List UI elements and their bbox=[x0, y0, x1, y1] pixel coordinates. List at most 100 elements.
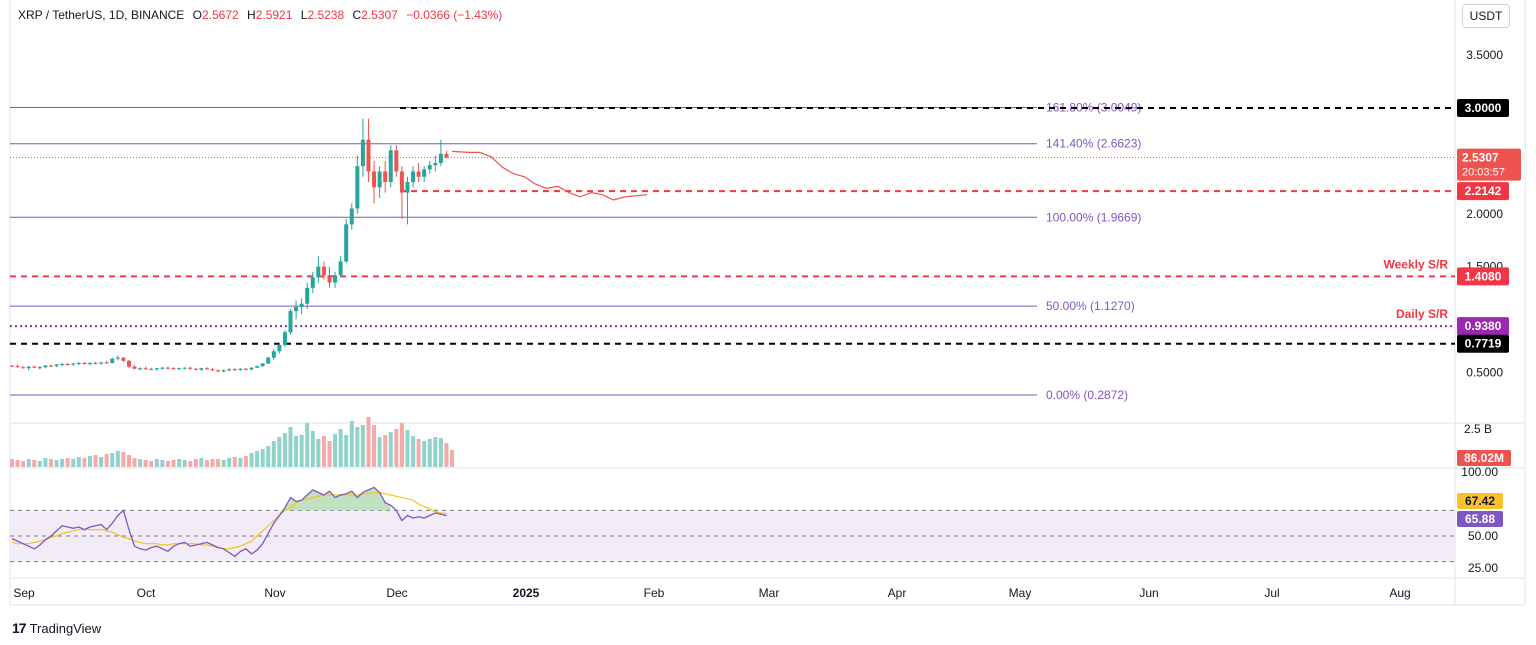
volume-bar bbox=[99, 457, 104, 467]
candle-body bbox=[277, 344, 282, 352]
sr-level-badge-label: 2.2142 bbox=[1465, 184, 1502, 198]
high-label: H bbox=[247, 8, 256, 22]
candle-body bbox=[115, 357, 120, 359]
candle-body bbox=[377, 171, 382, 188]
volume-bar bbox=[377, 437, 382, 467]
volume-bar bbox=[438, 438, 443, 467]
volume-bar bbox=[15, 460, 20, 467]
volume-bar bbox=[149, 461, 154, 467]
candle-body bbox=[43, 365, 48, 368]
candle-body bbox=[416, 171, 421, 177]
candle-body bbox=[121, 357, 126, 361]
volume-bar bbox=[349, 421, 354, 467]
volume-bar bbox=[282, 433, 287, 467]
candle-body bbox=[60, 364, 65, 366]
volume-bar bbox=[294, 436, 299, 467]
candle-body bbox=[171, 368, 176, 370]
x-tick-label: Oct bbox=[137, 586, 156, 600]
countdown-label: 20:03:57 bbox=[1462, 167, 1505, 179]
candle-body bbox=[321, 266, 326, 276]
sr-level-badge bbox=[1457, 182, 1509, 201]
candle-body bbox=[210, 369, 215, 371]
volume-bar bbox=[255, 451, 260, 467]
rsi-tick-label: 100.00 bbox=[1461, 465, 1498, 479]
low-label: L bbox=[300, 8, 308, 22]
candle-body bbox=[110, 358, 115, 363]
volume-bar bbox=[199, 458, 204, 467]
volume-bar bbox=[82, 458, 87, 467]
candle-body bbox=[138, 368, 143, 370]
candle-body bbox=[255, 366, 260, 368]
volume-badge-label: 86.02M bbox=[1464, 451, 1504, 465]
volume-bar bbox=[266, 446, 271, 467]
volume-bar bbox=[138, 459, 143, 467]
candle-body bbox=[411, 171, 416, 183]
candle-body bbox=[10, 365, 14, 367]
rsi-ma-badge bbox=[1457, 493, 1503, 509]
candle-body bbox=[21, 367, 26, 369]
candle-body bbox=[422, 169, 427, 177]
candle-body bbox=[288, 311, 293, 333]
rsi-tick-label: 50.00 bbox=[1468, 529, 1498, 543]
candle-body bbox=[383, 171, 388, 183]
volume-bar bbox=[299, 435, 304, 467]
candle-body bbox=[238, 368, 243, 370]
rsi-tick-label: 25.00 bbox=[1468, 561, 1498, 575]
volume-bar bbox=[360, 425, 365, 467]
volume-bar bbox=[126, 455, 131, 467]
candle-body bbox=[405, 182, 410, 193]
candle-body bbox=[193, 368, 198, 370]
rsi-badge bbox=[1457, 511, 1503, 527]
candle-body bbox=[177, 368, 182, 370]
volume-bar bbox=[43, 458, 48, 467]
volume-bar bbox=[450, 450, 455, 467]
candle-body bbox=[232, 369, 237, 371]
sr-level-badge bbox=[1457, 267, 1509, 286]
low-value: 2.5238 bbox=[307, 8, 345, 22]
volume-bar bbox=[32, 460, 37, 467]
candle-body bbox=[216, 370, 221, 372]
candle-body bbox=[433, 163, 438, 166]
volume-bar bbox=[277, 437, 282, 467]
volume-bar bbox=[76, 457, 81, 467]
rsi-line bbox=[11, 486, 447, 558]
volume-bar bbox=[93, 455, 98, 467]
x-tick-label: Apr bbox=[888, 586, 907, 600]
volume-bar bbox=[21, 461, 26, 467]
candle-body bbox=[399, 171, 404, 193]
rsi-badge-label: 65.88 bbox=[1465, 512, 1495, 526]
volume-bar bbox=[232, 457, 237, 467]
candle-body bbox=[71, 363, 76, 365]
sr-level-text: Daily S/R bbox=[1396, 307, 1448, 321]
volume-badge bbox=[1457, 450, 1511, 466]
currency-button[interactable]: USDT bbox=[1462, 4, 1510, 28]
candle-body bbox=[344, 224, 349, 262]
sr-level-badge-label: 0.7719 bbox=[1465, 337, 1502, 351]
candle-body bbox=[132, 366, 137, 369]
candle-body bbox=[37, 367, 42, 369]
volume-bar bbox=[260, 449, 265, 467]
volume-bar bbox=[411, 436, 416, 467]
sr-level-text: Weekly S/R bbox=[1384, 257, 1449, 271]
volume-bar bbox=[188, 461, 193, 467]
candle-body bbox=[149, 368, 154, 370]
volume-bar bbox=[210, 459, 215, 467]
volume-bar bbox=[227, 458, 232, 467]
volume-bar bbox=[26, 459, 31, 467]
last-price-label: 2.5307 bbox=[1462, 151, 1499, 165]
close-label: C bbox=[352, 8, 362, 22]
volume-bar bbox=[65, 458, 70, 467]
fib-level-label: 50.00% (1.1270) bbox=[1046, 299, 1135, 313]
candle-body bbox=[204, 368, 209, 370]
candle-body bbox=[15, 366, 20, 368]
candle-body bbox=[54, 364, 59, 367]
volume-bar bbox=[249, 453, 254, 467]
volume-bar bbox=[344, 435, 349, 467]
sr-level-badge-label: 1.4080 bbox=[1465, 269, 1502, 283]
y-tick-label: 2.0000 bbox=[1466, 207, 1503, 221]
tradingview-branding[interactable]: 17 TradingView bbox=[12, 620, 101, 636]
volume-bar bbox=[433, 437, 438, 467]
tradingview-logo-icon: 17 bbox=[12, 620, 27, 636]
volume-bar bbox=[221, 460, 226, 467]
